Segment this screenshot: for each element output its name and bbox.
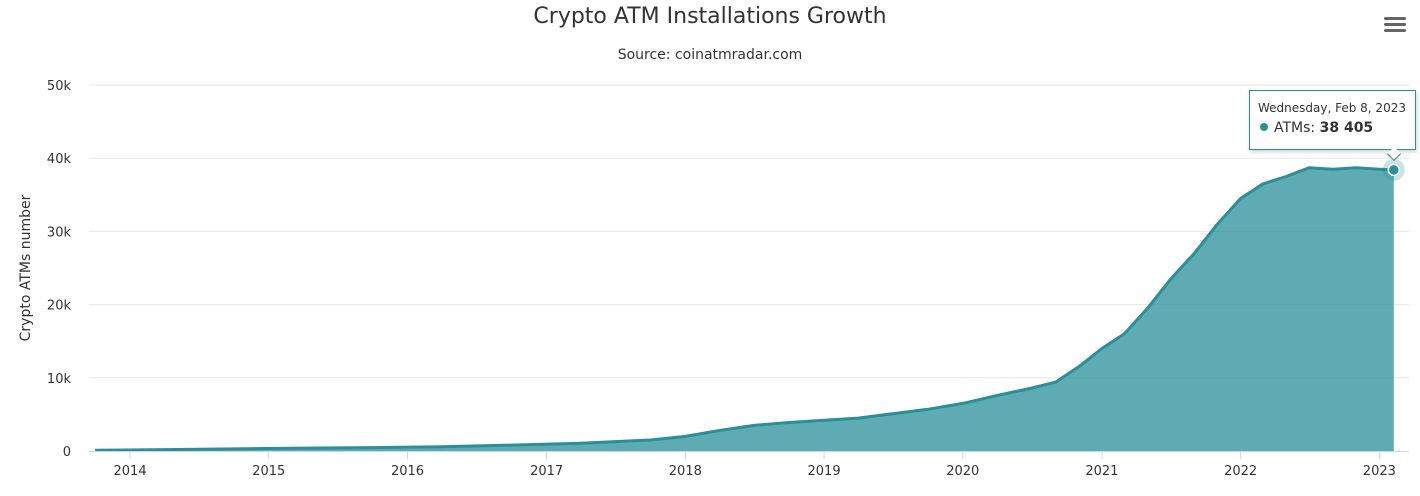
data-tooltip: Wednesday, Feb 8, 2023 ATMs: 38 405	[1249, 90, 1416, 162]
tooltip-date: Wednesday, Feb 8, 2023	[1258, 101, 1406, 115]
area-fill	[95, 167, 1394, 451]
hover-point	[1387, 163, 1401, 177]
y-tick-label: 20k	[47, 299, 72, 314]
x-tick-label: 2017	[530, 464, 563, 479]
x-tick-label: 2022	[1224, 464, 1257, 479]
y-tick-label: 40k	[47, 152, 72, 167]
tooltip-series-label: ATMs:	[1274, 120, 1320, 136]
hamburger-menu-icon[interactable]	[1379, 12, 1411, 38]
y-tick-label: 10k	[47, 372, 72, 387]
x-tick-label: 2023	[1363, 464, 1396, 479]
x-tick-label: 2021	[1085, 464, 1118, 479]
x-tick-label: 2016	[391, 464, 424, 479]
y-axis: 0 10k 20k 30k 40k 50k	[47, 79, 72, 460]
y-axis-title: Crypto ATMs number	[18, 194, 34, 341]
y-tick-label: 0	[63, 445, 71, 460]
series-line	[95, 166, 1394, 452]
x-tick-label: 2019	[808, 464, 841, 479]
series-dot-icon	[1260, 123, 1268, 131]
x-tick-label: 2014	[114, 464, 147, 479]
x-axis: 2014 2015 2016 2017 2018 2019 2020 2021 2022 2023	[89, 451, 1409, 479]
series-area[interactable]	[95, 158, 1405, 452]
tooltip-value: 38 405	[1319, 120, 1374, 136]
x-tick-label: 2015	[252, 464, 285, 479]
y-tick-label: 30k	[47, 225, 72, 240]
chart-subtitle: Source: coinatmradar.com	[617, 47, 803, 63]
x-tick-label: 2020	[946, 464, 979, 479]
x-tick-label: 2018	[669, 464, 702, 479]
chart-title: Crypto ATM Installations Growth	[533, 4, 887, 29]
tooltip-row: ATMs: 38 405	[1260, 120, 1373, 136]
y-tick-label: 50k	[47, 79, 72, 94]
